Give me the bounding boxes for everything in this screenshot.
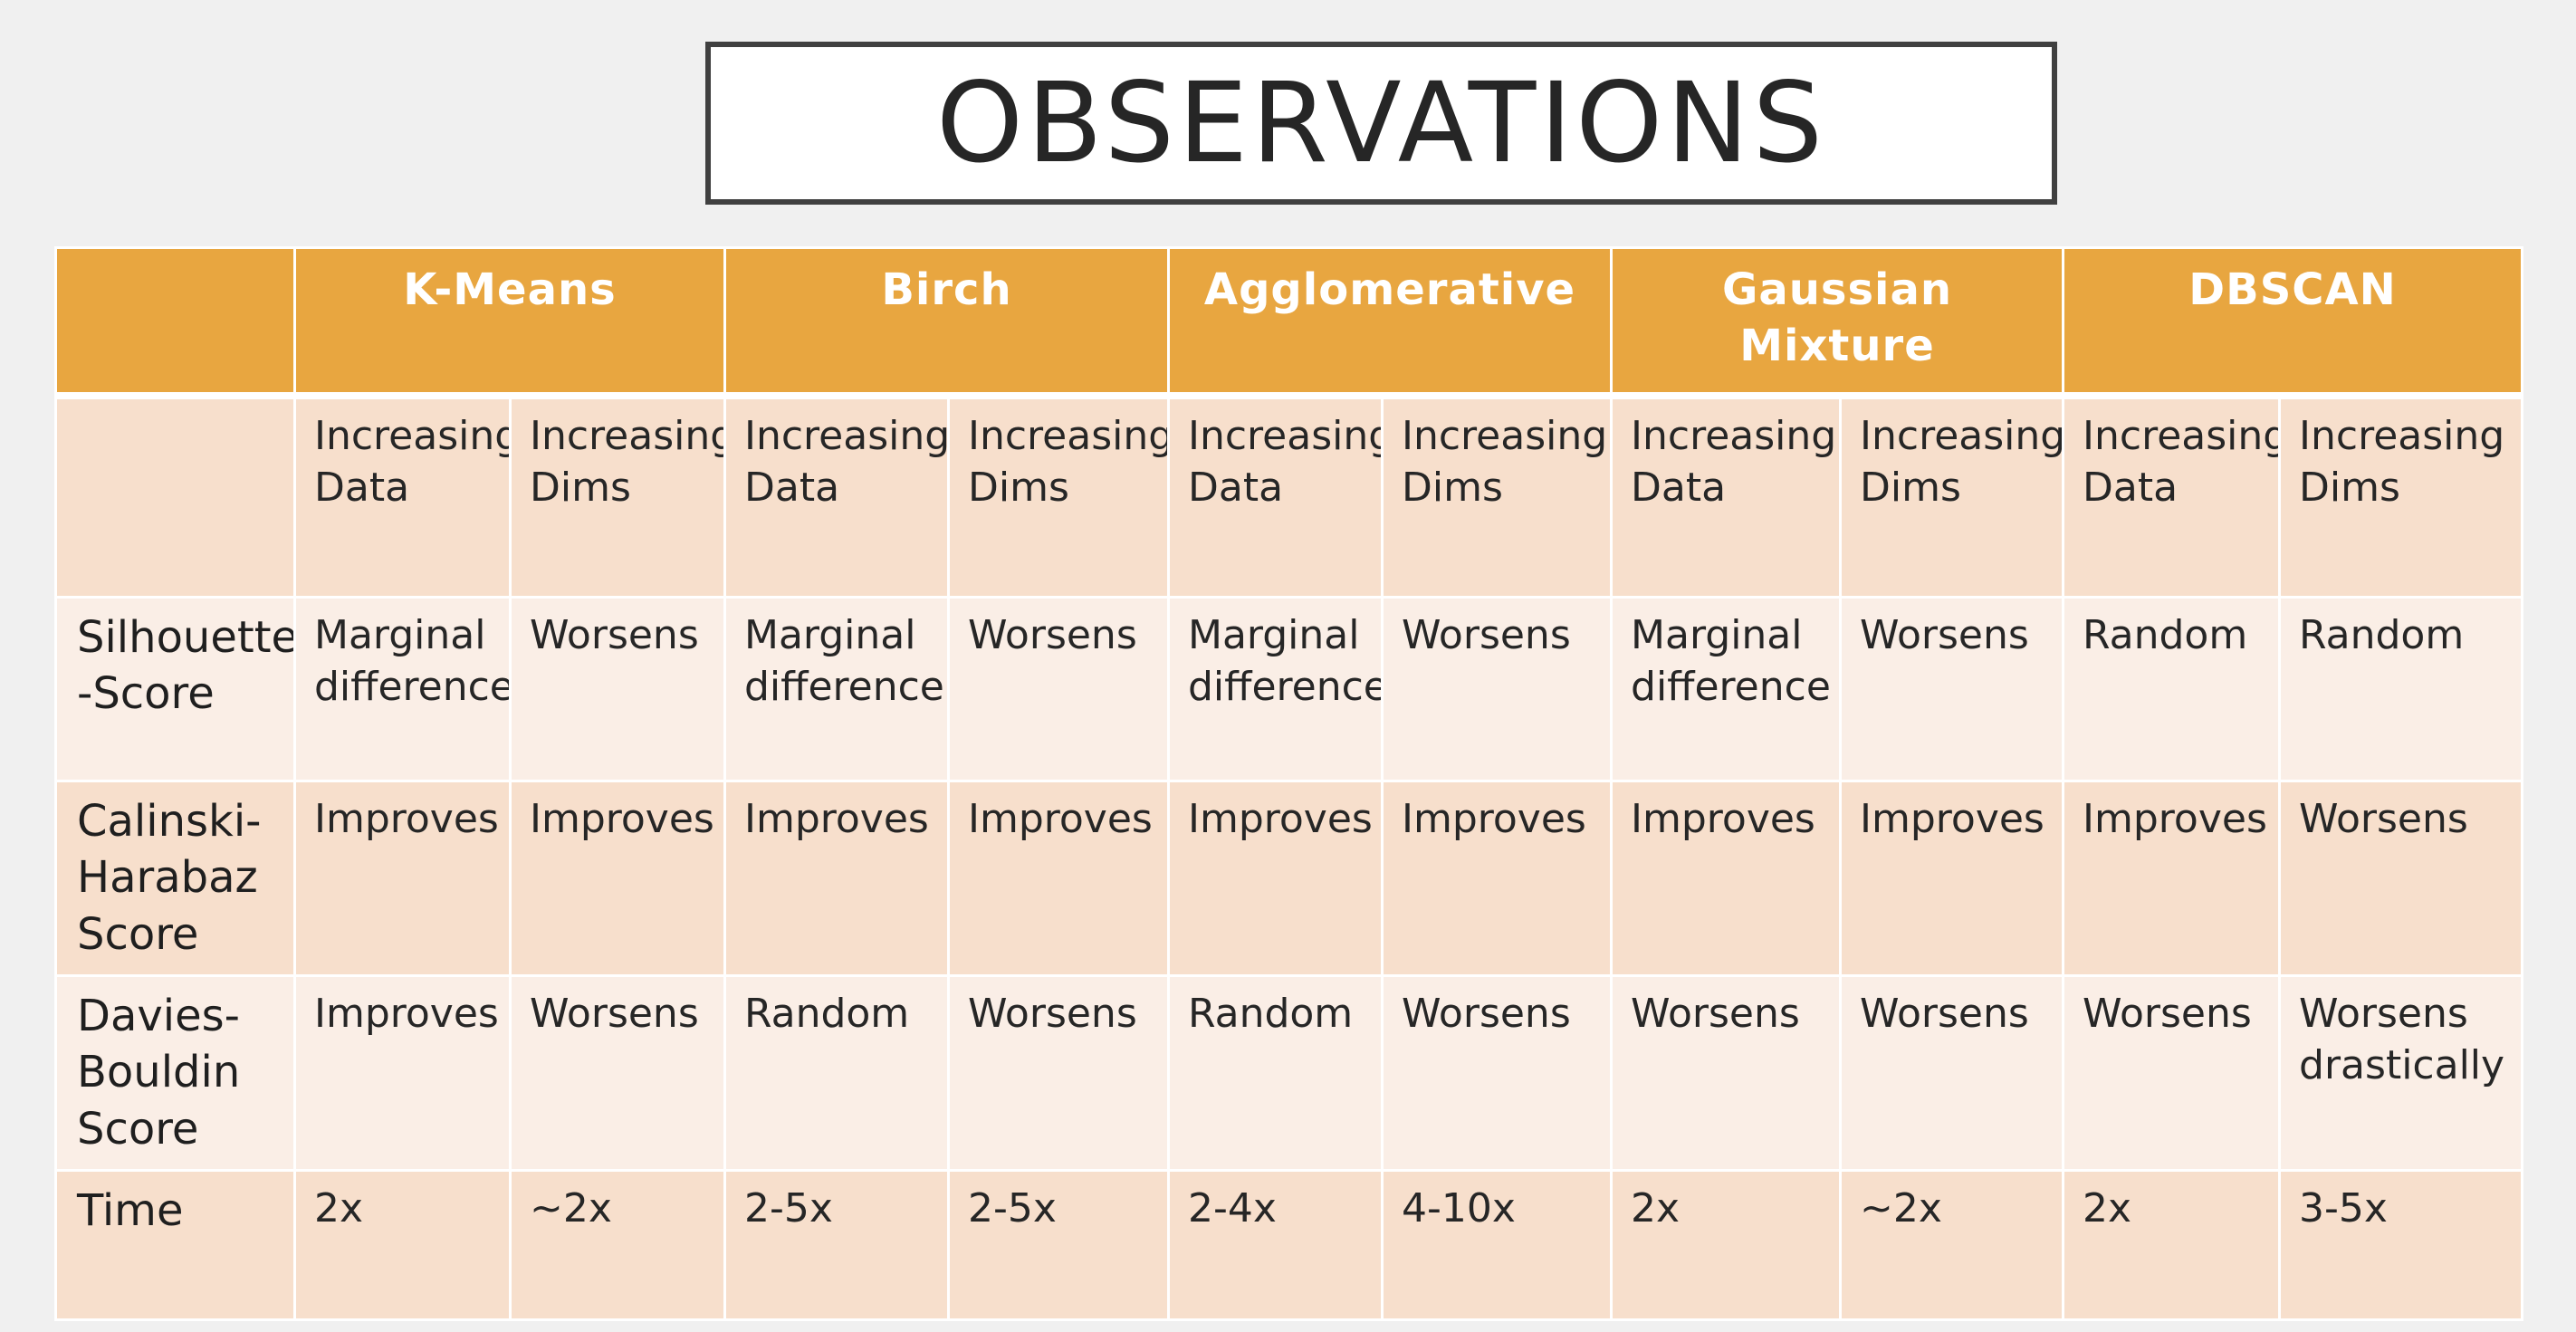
table-cell: Worsens: [1380, 974, 1614, 1172]
table-cell: ~2x: [1839, 1169, 2065, 1321]
table-cell: Random: [2062, 596, 2282, 782]
table-cell: Marginal difference: [1167, 596, 1384, 782]
table-cell: Improves: [947, 780, 1170, 977]
table-cell: Marginal difference: [293, 596, 512, 782]
table-cell: Worsens: [947, 596, 1170, 782]
subheader-cell: Increasing Dims: [1839, 394, 2065, 599]
table-cell: Marginal difference: [1610, 596, 1843, 782]
row-label-time: Time: [54, 1169, 296, 1321]
subheader-cell: Increasing Dims: [947, 394, 1170, 599]
table-cell: Worsens: [1610, 974, 1843, 1172]
subheader-cell: Increasing Dims: [1380, 394, 1614, 599]
table-cell: Improves: [1167, 780, 1384, 977]
subheader-cell: Increasing Data: [293, 394, 512, 599]
table-cell: Improves: [1380, 780, 1614, 977]
table-cell: Worsens: [1839, 596, 2065, 782]
observations-table: K-Means Birch Agglomerative Gaussian Mix…: [54, 246, 2524, 1321]
table-cell: Worsens: [1839, 974, 2065, 1172]
table-cell: Random: [723, 974, 950, 1172]
table-cell: 2x: [1610, 1169, 1843, 1321]
table-cell: Worsens: [2278, 780, 2524, 977]
table-cell: Random: [2278, 596, 2524, 782]
row-label-silhouette: Silhouette -Score: [54, 596, 296, 782]
table-row-silhouette: Silhouette -Score Marginal difference Wo…: [54, 596, 2524, 782]
row-label-calinski-harabaz: Calinski-Harabaz Score: [54, 780, 296, 977]
subheader-cell: Increasing Data: [1610, 394, 1843, 599]
header-birch: Birch: [723, 246, 1170, 399]
table-cell: 3-5x: [2278, 1169, 2524, 1321]
subheader-cell: Increasing Data: [723, 394, 950, 599]
table-cell: Random: [1167, 974, 1384, 1172]
header-gaussian-mixture: Gaussian Mixture: [1610, 246, 2065, 399]
table-cell: Improves: [723, 780, 950, 977]
subheader-cell: Increasing Dims: [2278, 394, 2524, 599]
table-cell: Worsens: [509, 596, 726, 782]
algorithm-header-row: K-Means Birch Agglomerative Gaussian Mix…: [54, 246, 2524, 399]
subheader-row: Increasing Data Increasing Dims Increasi…: [54, 394, 2524, 599]
table-cell: Improves: [509, 780, 726, 977]
table-cell: 2-5x: [947, 1169, 1170, 1321]
subheader-corner-cell: [54, 394, 296, 599]
title-box: OBSERVATIONS: [705, 42, 2057, 205]
table-row-davies-bouldin: Davies-Bouldin Score Improves Worsens Ra…: [54, 974, 2524, 1172]
subheader-cell: Increasing Dims: [509, 394, 726, 599]
table-cell: 2x: [293, 1169, 512, 1321]
table-cell: Improves: [1839, 780, 2065, 977]
page-title: OBSERVATIONS: [935, 59, 1827, 187]
header-agglomerative: Agglomerative: [1166, 246, 1614, 399]
table-cell: Improves: [2062, 780, 2282, 977]
table-cell: 4-10x: [1380, 1169, 1614, 1321]
table-cell: Worsens: [509, 974, 726, 1172]
header-corner-cell: [54, 246, 296, 399]
table-row-time: Time 2x ~2x 2-5x 2-5x 2-4x 4-10x 2x ~2x …: [54, 1169, 2524, 1321]
table-cell: Improves: [293, 780, 512, 977]
table-cell: Marginal difference: [723, 596, 950, 782]
table-cell: Worsens drastically: [2278, 974, 2524, 1172]
table-cell: Improves: [293, 974, 512, 1172]
table-row-calinski-harabaz: Calinski-Harabaz Score Improves Improves…: [54, 780, 2524, 977]
table-cell: 2-4x: [1167, 1169, 1384, 1321]
table-cell: Worsens: [2062, 974, 2282, 1172]
table-cell: ~2x: [509, 1169, 726, 1321]
table-cell: Improves: [1610, 780, 1843, 977]
subheader-cell: Increasing Data: [2062, 394, 2282, 599]
header-kmeans: K-Means: [293, 246, 726, 399]
row-label-davies-bouldin: Davies-Bouldin Score: [54, 974, 296, 1172]
header-dbscan: DBSCAN: [2062, 246, 2524, 399]
table-cell: Worsens: [1380, 596, 1614, 782]
table-cell: Worsens: [947, 974, 1170, 1172]
table-cell: 2-5x: [723, 1169, 950, 1321]
subheader-cell: Increasing Data: [1167, 394, 1384, 599]
table-cell: 2x: [2062, 1169, 2282, 1321]
